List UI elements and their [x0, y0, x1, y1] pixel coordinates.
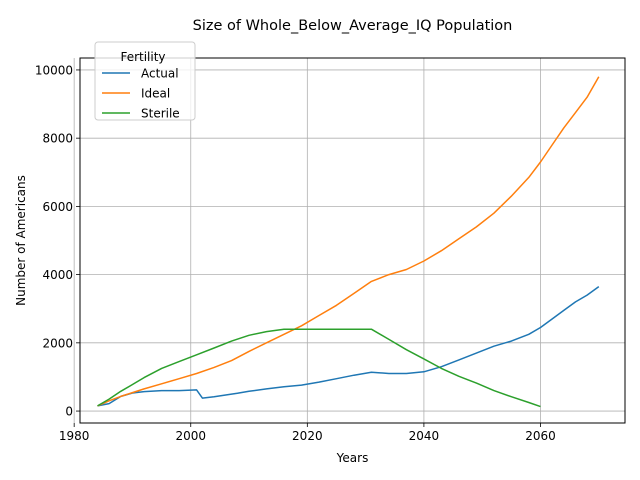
x-tick-label: 2060: [525, 429, 556, 443]
series-line-actual: [97, 285, 600, 407]
y-tick-label: 10000: [35, 63, 73, 77]
legend-label-actual: Actual: [141, 67, 179, 81]
legend-label-ideal: Ideal: [141, 87, 170, 101]
axis-ticks: 1980 2000 2020 2040 2060 0 2000 4000 6000 8000 100…: [35, 63, 556, 443]
x-axis-label: Years: [336, 451, 369, 465]
y-axis-label: Number of Americans: [14, 175, 28, 306]
y-tick-label: 2000: [42, 336, 73, 350]
series-lines: [97, 76, 600, 408]
x-tick-label: 2000: [175, 429, 206, 443]
y-tick-label: 6000: [42, 200, 73, 214]
legend-label-sterile: Sterile: [141, 107, 180, 121]
y-tick-label: 8000: [42, 132, 73, 146]
series-line-ideal: [97, 76, 600, 407]
x-tick-label: 1980: [59, 429, 90, 443]
x-tick-label: 2020: [292, 429, 323, 443]
series-line-sterile: [97, 328, 541, 408]
legend-title: Fertility: [120, 50, 165, 64]
y-tick-label: 4000: [42, 268, 73, 282]
x-tick-label: 2040: [409, 429, 440, 443]
y-tick-label: 0: [65, 405, 73, 419]
grid: [73, 58, 625, 423]
chart-title: Size of Whole_Below_Average_IQ Populatio…: [193, 18, 513, 34]
legend: Fertility Actual Ideal Sterile: [94, 41, 196, 121]
plot-frame: [79, 57, 626, 424]
legend-box: [94, 41, 196, 121]
